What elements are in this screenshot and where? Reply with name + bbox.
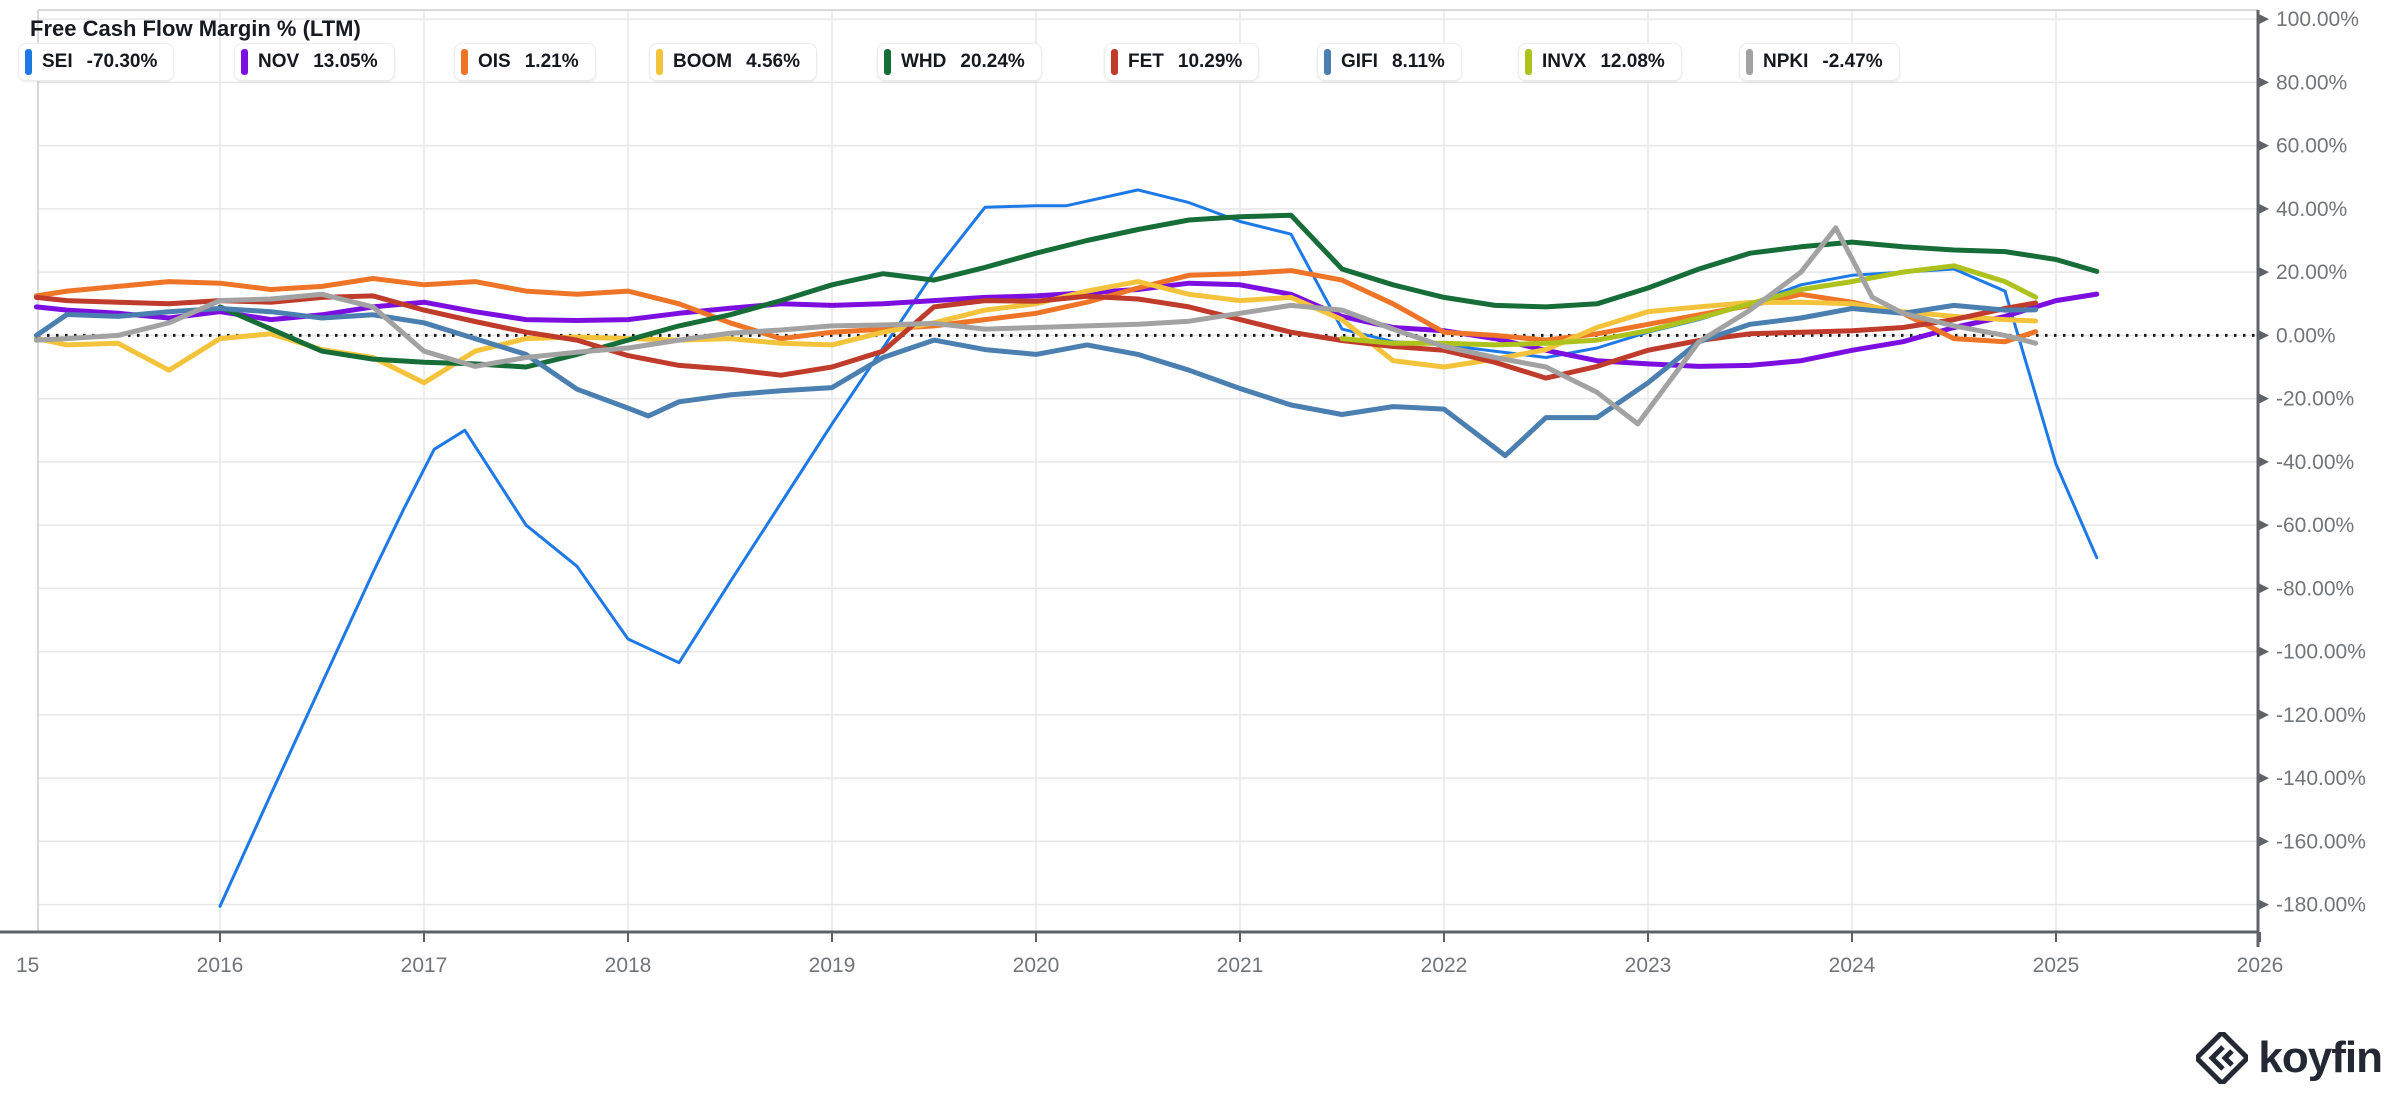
- legend-color-bar: [1324, 49, 1331, 75]
- koyfin-watermark: koyfin: [2196, 1032, 2383, 1084]
- y-axis-tick-arrow: [2259, 140, 2269, 151]
- legend-value: 20.24%: [960, 51, 1025, 72]
- y-axis-tick-label: -140.00%: [2276, 767, 2366, 790]
- y-axis-tick-label: 0.00%: [2276, 324, 2336, 347]
- legend-value: -2.47%: [1822, 51, 1883, 72]
- legend-value: 1.21%: [524, 51, 579, 72]
- y-axis-tick-arrow: [2259, 203, 2269, 214]
- legend-color-bar: [241, 49, 248, 75]
- legend-color-bar: [1525, 49, 1532, 75]
- y-axis-tick-arrow: [2259, 393, 2269, 404]
- legend-value: 12.08%: [1600, 51, 1665, 72]
- x-axis-tick-label: 2021: [1217, 954, 1264, 977]
- y-axis-tick-label: 100.00%: [2276, 8, 2359, 31]
- chart-title: Free Cash Flow Margin % (LTM): [30, 16, 361, 41]
- legend-color-bar: [25, 49, 32, 75]
- legend-color-bar: [461, 49, 468, 75]
- legend-ticker: GIFI: [1341, 51, 1378, 72]
- legend-ticker: NPKI: [1763, 51, 1809, 72]
- series-line-sei[interactable]: [218, 188, 2099, 908]
- legend-color-bar: [884, 49, 891, 75]
- legend-chip-gifi[interactable]: GIFI 8.11%: [1317, 43, 1462, 81]
- legend-ticker: BOOM: [673, 51, 733, 72]
- y-axis-tick-arrow: [2259, 520, 2269, 531]
- x-axis-tick-label: 2018: [605, 954, 652, 977]
- legend-chip-fet[interactable]: FET 10.29%: [1104, 43, 1260, 81]
- legend-value: -70.30%: [86, 51, 158, 72]
- legend-ticker: NOV: [258, 51, 300, 72]
- x-axis-tick-label: 2022: [1421, 954, 1468, 977]
- koyfin-logo-icon: [2196, 1032, 2249, 1084]
- legend-color-bar: [656, 49, 663, 75]
- legend-ticker: SEI: [42, 51, 73, 72]
- legend-chip-ois[interactable]: OIS 1.21%: [454, 43, 596, 81]
- x-axis-tick-label: 2023: [1625, 954, 1672, 977]
- series-line-whd[interactable]: [217, 212, 2100, 370]
- series-line-nov[interactable]: [33, 280, 2100, 369]
- y-axis-tick-label: -40.00%: [2276, 451, 2354, 474]
- legend-ticker: INVX: [1542, 51, 1587, 72]
- legend-color-bar: [1111, 49, 1118, 75]
- y-axis-tick-arrow: [2259, 899, 2269, 910]
- y-axis-tick-label: -60.00%: [2276, 514, 2354, 537]
- legend-color-bar: [1746, 49, 1753, 75]
- x-axis-tick-label: 2025: [2033, 954, 2080, 977]
- legend-chip-sei[interactable]: SEI -70.30%: [18, 43, 175, 81]
- x-axis-tick-label: 2020: [1013, 954, 1060, 977]
- legend-value: 4.56%: [746, 51, 800, 72]
- series-line-invx[interactable]: [1339, 263, 2039, 348]
- y-axis-tick-arrow: [2259, 646, 2269, 657]
- series-line-npki[interactable]: [33, 225, 2039, 427]
- legend-ticker: OIS: [478, 51, 511, 72]
- legend-ticker: FET: [1128, 51, 1164, 72]
- y-axis-tick-arrow: [2259, 836, 2269, 847]
- x-axis-tick-label: 15: [16, 954, 39, 977]
- legend-chip-whd[interactable]: WHD 20.24%: [877, 43, 1042, 81]
- y-axis-tick-arrow: [2259, 773, 2269, 784]
- x-axis-tick-label: 2016: [197, 954, 244, 977]
- legend-chip-boom[interactable]: BOOM 4.56%: [649, 43, 817, 81]
- y-axis-tick-arrow: [2259, 583, 2269, 594]
- legend-chip-invx[interactable]: INVX 12.08%: [1518, 43, 1682, 81]
- y-axis-tick-label: 40.00%: [2276, 198, 2347, 221]
- y-axis-tick-arrow: [2259, 14, 2269, 25]
- y-axis-tick-arrow: [2259, 77, 2269, 88]
- y-axis-tick-arrow: [2259, 267, 2269, 278]
- legend-value: 13.05%: [313, 51, 378, 72]
- y-axis-tick-label: -160.00%: [2276, 830, 2366, 853]
- x-axis-tick-label: 2024: [1829, 954, 1876, 977]
- legend-value: 8.11%: [1391, 51, 1445, 72]
- watermark-text: koyfin: [2258, 1033, 2383, 1082]
- y-axis-tick-label: -180.00%: [2276, 894, 2366, 917]
- y-axis-tick-label: -120.00%: [2276, 704, 2366, 727]
- y-axis-tick-label: 20.00%: [2276, 261, 2347, 284]
- legend-ticker: WHD: [901, 51, 947, 72]
- y-axis-tick-arrow: [2259, 709, 2269, 720]
- y-axis-tick-arrow: [2259, 330, 2269, 341]
- legend-chip-nov[interactable]: NOV 13.05%: [234, 43, 395, 81]
- y-axis-tick-label: 80.00%: [2276, 71, 2347, 94]
- legend-value: 10.29%: [1177, 51, 1243, 72]
- y-axis-tick-label: -20.00%: [2276, 388, 2354, 411]
- legend-chip-npki[interactable]: NPKI -2.47%: [1739, 43, 1900, 81]
- y-axis-tick-arrow: [2259, 456, 2269, 467]
- y-axis-tick-label: -80.00%: [2276, 577, 2354, 600]
- y-axis-tick-label: -100.00%: [2276, 641, 2366, 664]
- x-axis-tick-label: 2019: [809, 954, 856, 977]
- x-axis-tick-label: 2017: [401, 954, 448, 977]
- y-axis-tick-label: 60.00%: [2276, 135, 2347, 158]
- x-axis-tick-label: 2026: [2237, 954, 2284, 977]
